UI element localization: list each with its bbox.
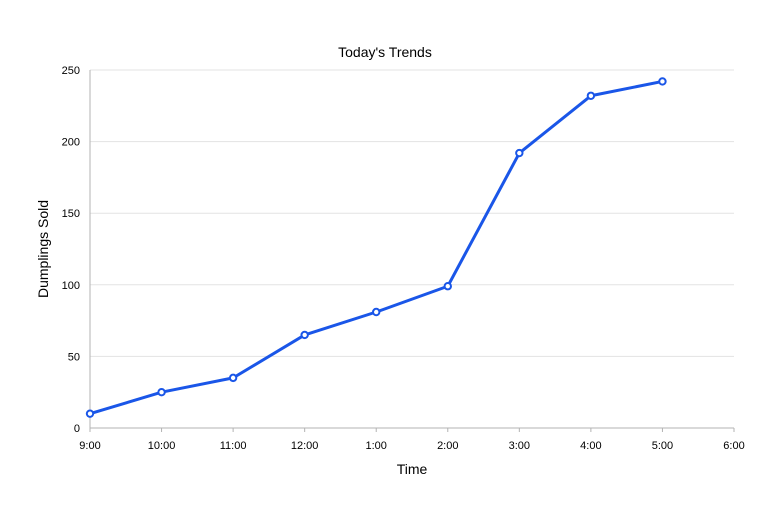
y-axis-label: Dumplings Sold	[35, 200, 51, 298]
x-tick-label: 12:00	[291, 440, 319, 452]
data-point	[443, 282, 452, 291]
y-tick-labels: 0 50 100 150 200 250	[62, 65, 80, 435]
gridlines	[90, 69, 734, 357]
x-tick-labels: 9:00 10:00 11:00 12:00 1:00 2:00 3:00 4:00 5:00 6…	[79, 428, 745, 452]
x-tick-label: 2:00	[437, 440, 458, 452]
y-tick-label: 0	[74, 423, 80, 435]
data-point	[157, 388, 166, 397]
series-line	[88, 79, 664, 416]
data-point	[372, 307, 381, 317]
data-point	[85, 409, 95, 418]
x-tick-label: 11:00	[220, 440, 247, 452]
y-tick-label: 250	[62, 65, 80, 77]
series-layer	[85, 77, 667, 418]
x-axis-label: Time	[397, 461, 428, 477]
y-tick-label: 100	[62, 280, 80, 292]
x-tick-label: 9:00	[79, 440, 100, 452]
y-tick-label: 200	[62, 137, 80, 149]
x-tick-label: 10:00	[148, 440, 176, 452]
y-tick-label: 50	[68, 351, 80, 363]
data-point	[658, 77, 667, 86]
x-tick-label: 1:00	[366, 440, 387, 452]
data-point	[515, 148, 524, 158]
x-tick-label: 6:00	[723, 440, 744, 452]
data-point	[228, 373, 238, 383]
data-point	[300, 330, 309, 340]
chart-title: Today's Trends	[338, 44, 432, 60]
x-tick-label: 4:00	[580, 440, 601, 452]
x-tick-label: 3:00	[509, 440, 530, 452]
data-point	[586, 91, 596, 100]
y-tick-label: 150	[62, 208, 80, 220]
x-tick-label: 5:00	[652, 440, 673, 452]
